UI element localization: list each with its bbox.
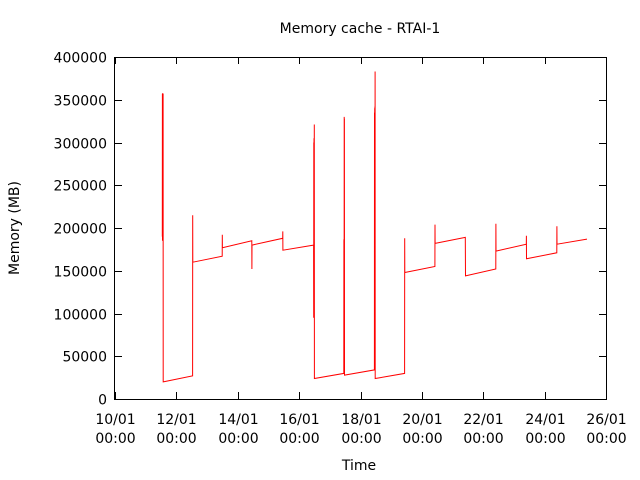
y-tick-label: 300000 [54, 137, 107, 153]
y-axis-label: Memory (MB) [7, 181, 23, 275]
x-tick-label-time: 00:00 [95, 431, 135, 447]
x-tick-label-time: 00:00 [218, 431, 258, 447]
x-axis: 10/01 00:00 12/01 00:00 14/01 00:00 16/01 00:00… [95, 57, 627, 447]
plot-frame [114, 57, 607, 400]
y-tick-label: 400000 [54, 51, 107, 67]
chart-title: Memory cache - RTAI-1 [280, 21, 441, 37]
y-tick-label: 150000 [54, 265, 107, 281]
series-line [161, 71, 588, 383]
x-tick-label-time: 00:00 [279, 431, 319, 447]
x-tick-label-time: 00:00 [402, 431, 442, 447]
x-tick-label-date: 20/01 [402, 412, 442, 428]
y-tick-label: 50000 [62, 350, 107, 366]
x-tick-label-date: 18/01 [341, 412, 381, 428]
x-tick-label-date: 16/01 [279, 412, 319, 428]
x-tick-label-date: 10/01 [95, 412, 135, 428]
x-tick-label-date: 14/01 [218, 412, 258, 428]
x-tick-label-time: 00:00 [156, 431, 196, 447]
y-tick-label: 350000 [54, 94, 107, 110]
y-tick-label: 200000 [54, 222, 107, 238]
x-tick-label-time: 00:00 [463, 431, 503, 447]
x-tick-label-date: 22/01 [463, 412, 503, 428]
y-tick-label: 100000 [54, 308, 107, 324]
x-tick-label-time: 00:00 [586, 431, 626, 447]
y-axis: 0 50000 100000 150000 200000 250000 300000 3500… [54, 51, 606, 409]
x-tick-label-date: 12/01 [156, 412, 196, 428]
y-tick-label: 250000 [54, 179, 107, 195]
x-axis-label: Time [341, 458, 376, 474]
x-tick-label-date: 26/01 [586, 412, 626, 428]
x-tick-label-date: 24/01 [525, 412, 565, 428]
y-tick-label: 0 [98, 393, 107, 409]
x-tick-label-time: 00:00 [525, 431, 565, 447]
x-tick-label-time: 00:00 [341, 431, 381, 447]
